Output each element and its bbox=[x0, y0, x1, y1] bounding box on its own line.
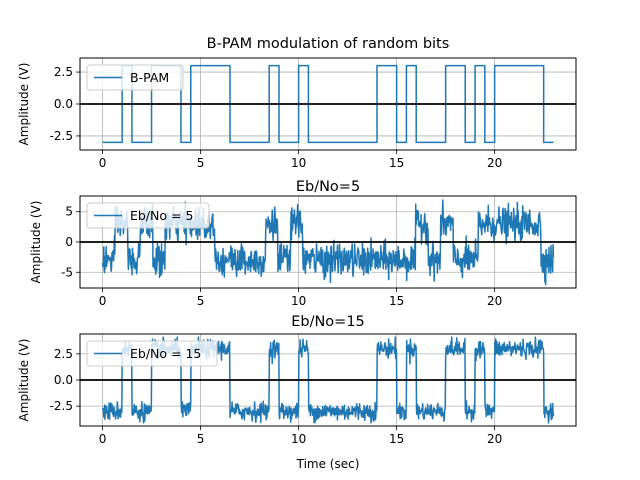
panel-bpam-xtick-label: 10 bbox=[291, 156, 306, 170]
panel-bpam-frame bbox=[79, 57, 577, 151]
panel-ebno5-series bbox=[80, 199, 576, 286]
panel-bpam-xtick-label: 5 bbox=[197, 156, 205, 170]
panel-ebno5-ticks: 0 5 10 15 20 5 0 -5 bbox=[61, 205, 502, 308]
panel-ebno15-legend-label: Eb/No = 15 bbox=[130, 346, 201, 361]
panel-bpam-xtick-label: 0 bbox=[99, 156, 107, 170]
panel-bpam: B-PAM modulation of random bits Amplitud… bbox=[17, 36, 577, 170]
panel-bpam-legend: B-PAM bbox=[86, 64, 184, 91]
panel-ebno15-xtick-label: 0 bbox=[99, 432, 107, 446]
panel-ebno15-xtick-label: 15 bbox=[389, 432, 404, 446]
panel-ebno15-ytick-label: 2.5 bbox=[54, 347, 73, 361]
panel-ebno5: Eb/No=5 Amplitude (V) 0 5 10 15 20 5 0 -5 Eb/No… bbox=[29, 179, 577, 308]
panel-ebno15-xtick-label: 5 bbox=[197, 432, 205, 446]
panel-bpam-ylabel: Amplitude (V) bbox=[17, 63, 31, 146]
panel-bpam-legend-box bbox=[86, 64, 184, 91]
panel-ebno5-signal-line bbox=[101, 199, 555, 286]
panel-ebno5-xtick-label: 0 bbox=[99, 294, 107, 308]
panel-ebno15: Eb/No=15 Amplitude (V) 0 5 10 15 20 2.5 0.0 -2.… bbox=[17, 314, 577, 446]
panel-ebno15-frame bbox=[79, 333, 577, 427]
panel-bpam-xtick-label: 15 bbox=[389, 156, 404, 170]
panel-ebno15-ylabel: Amplitude (V) bbox=[17, 339, 31, 422]
panel-ebno5-frame bbox=[79, 195, 577, 289]
panel-ebno15-xtick-label: 10 bbox=[291, 432, 306, 446]
panel-ebno5-xtick-label: 15 bbox=[389, 294, 404, 308]
panel-ebno15-ticks: 0 5 10 15 20 2.5 0.0 -2.5 bbox=[50, 347, 503, 446]
panel-bpam-ticks: 0 5 10 15 20 2.5 0.0 -2.5 bbox=[50, 65, 503, 170]
panel-ebno5-xtick-label: 20 bbox=[487, 294, 502, 308]
panel-ebno5-ytick-label: -5 bbox=[61, 265, 73, 279]
panel-ebno5-xtick-label: 10 bbox=[291, 294, 306, 308]
panel-ebno5-ytick-label: 0 bbox=[65, 235, 73, 249]
panel-ebno5-ylabel: Amplitude (V) bbox=[29, 201, 43, 284]
panel-ebno5-legend-box bbox=[86, 202, 210, 229]
panel-ebno15-ytick-label: -2.5 bbox=[50, 399, 73, 413]
panel-ebno15-xtick-label: 20 bbox=[487, 432, 502, 446]
panel-bpam-title: B-PAM modulation of random bits bbox=[207, 36, 450, 52]
panel-ebno5-title: Eb/No=5 bbox=[296, 179, 360, 195]
panel-bpam-ytick-label: 0.0 bbox=[54, 97, 73, 111]
panel-ebno5-xtick-label: 5 bbox=[197, 294, 205, 308]
panel-bpam-legend-label: B-PAM bbox=[130, 70, 169, 85]
panel-bpam-ytick-label: 2.5 bbox=[54, 65, 73, 79]
panel-bpam-xtick-label: 20 bbox=[487, 156, 502, 170]
panel-bpam-ytick-label: -2.5 bbox=[50, 129, 73, 143]
panel-ebno15-ytick-label: 0.0 bbox=[54, 373, 73, 387]
x-axis-label: Time (sec) bbox=[296, 457, 360, 471]
panel-ebno15-legend-box bbox=[86, 340, 218, 367]
panel-ebno15-title: Eb/No=15 bbox=[291, 314, 365, 330]
panel-ebno5-legend-label: Eb/No = 5 bbox=[130, 208, 193, 223]
panel-ebno15-legend: Eb/No = 15 bbox=[86, 340, 218, 367]
panel-ebno5-ytick-label: 5 bbox=[65, 205, 73, 219]
panel-ebno5-legend: Eb/No = 5 bbox=[86, 202, 210, 229]
